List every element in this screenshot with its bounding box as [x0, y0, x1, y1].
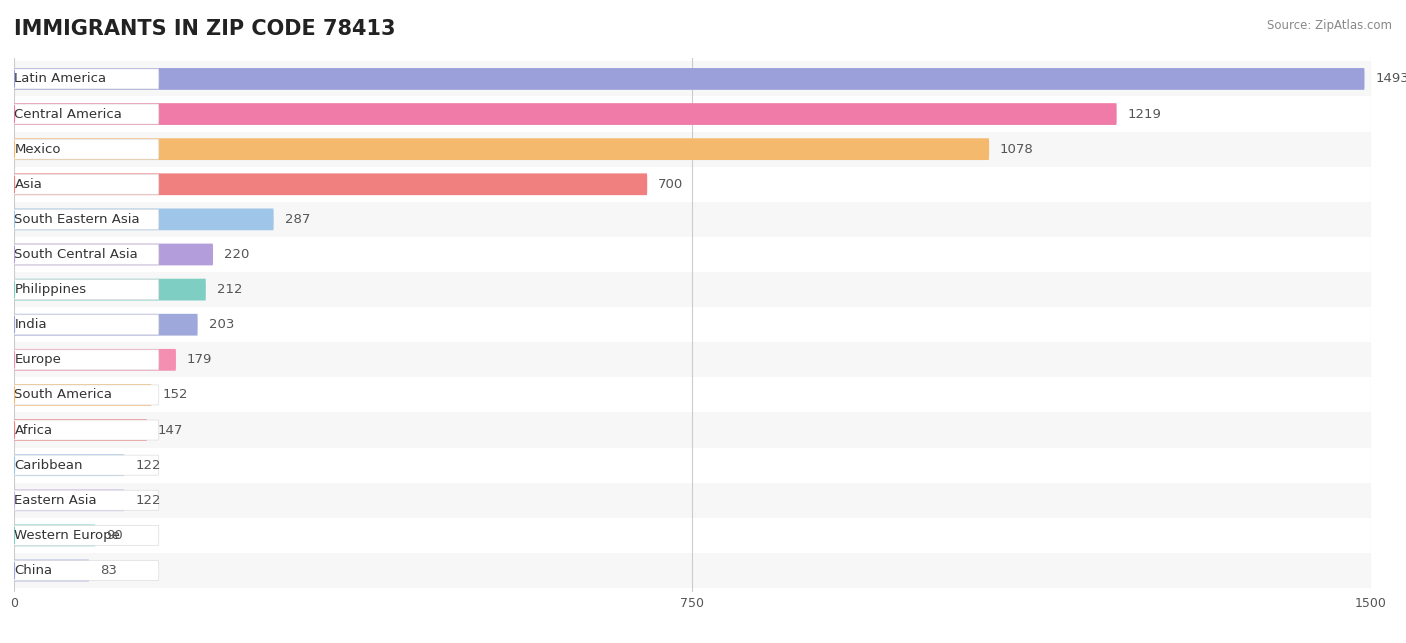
- Text: Europe: Europe: [14, 353, 62, 367]
- Text: Caribbean: Caribbean: [14, 458, 83, 472]
- FancyBboxPatch shape: [14, 455, 159, 475]
- FancyBboxPatch shape: [14, 525, 96, 547]
- FancyBboxPatch shape: [14, 244, 159, 264]
- FancyBboxPatch shape: [14, 103, 1116, 125]
- Text: South Central Asia: South Central Asia: [14, 248, 138, 261]
- FancyBboxPatch shape: [14, 68, 1364, 90]
- FancyBboxPatch shape: [14, 314, 198, 336]
- FancyBboxPatch shape: [14, 104, 159, 124]
- Text: South Eastern Asia: South Eastern Asia: [14, 213, 141, 226]
- FancyBboxPatch shape: [0, 237, 1406, 272]
- Text: Asia: Asia: [14, 177, 42, 191]
- Text: Western Europe: Western Europe: [14, 529, 121, 542]
- Text: 203: 203: [208, 318, 233, 331]
- FancyBboxPatch shape: [14, 69, 159, 89]
- Text: 179: 179: [187, 353, 212, 367]
- FancyBboxPatch shape: [0, 448, 1406, 483]
- Text: Central America: Central America: [14, 107, 122, 120]
- Text: 90: 90: [107, 529, 124, 542]
- Text: Mexico: Mexico: [14, 143, 60, 156]
- FancyBboxPatch shape: [14, 561, 159, 581]
- FancyBboxPatch shape: [14, 525, 159, 545]
- FancyBboxPatch shape: [14, 138, 990, 160]
- Text: IMMIGRANTS IN ZIP CODE 78413: IMMIGRANTS IN ZIP CODE 78413: [14, 19, 395, 39]
- Text: 83: 83: [100, 564, 117, 577]
- FancyBboxPatch shape: [0, 61, 1406, 96]
- FancyBboxPatch shape: [14, 384, 152, 406]
- FancyBboxPatch shape: [14, 454, 124, 476]
- FancyBboxPatch shape: [0, 518, 1406, 553]
- FancyBboxPatch shape: [14, 244, 214, 266]
- FancyBboxPatch shape: [14, 420, 159, 440]
- FancyBboxPatch shape: [0, 272, 1406, 307]
- Text: 212: 212: [217, 283, 242, 296]
- FancyBboxPatch shape: [14, 349, 176, 371]
- FancyBboxPatch shape: [14, 278, 205, 300]
- Text: 122: 122: [135, 458, 160, 472]
- FancyBboxPatch shape: [14, 314, 159, 335]
- Text: China: China: [14, 564, 52, 577]
- FancyBboxPatch shape: [0, 96, 1406, 132]
- Text: 1219: 1219: [1128, 107, 1161, 120]
- FancyBboxPatch shape: [0, 483, 1406, 518]
- Text: India: India: [14, 318, 46, 331]
- Text: 1078: 1078: [1000, 143, 1033, 156]
- Text: 700: 700: [658, 177, 683, 191]
- Text: South America: South America: [14, 388, 112, 401]
- FancyBboxPatch shape: [0, 413, 1406, 448]
- FancyBboxPatch shape: [0, 377, 1406, 413]
- FancyBboxPatch shape: [14, 490, 159, 511]
- Text: Source: ZipAtlas.com: Source: ZipAtlas.com: [1267, 19, 1392, 32]
- FancyBboxPatch shape: [14, 174, 159, 194]
- FancyBboxPatch shape: [0, 202, 1406, 237]
- Text: Eastern Asia: Eastern Asia: [14, 494, 97, 507]
- Text: Philippines: Philippines: [14, 283, 87, 296]
- FancyBboxPatch shape: [14, 280, 159, 300]
- FancyBboxPatch shape: [14, 139, 159, 159]
- FancyBboxPatch shape: [14, 385, 159, 405]
- FancyBboxPatch shape: [14, 419, 148, 441]
- FancyBboxPatch shape: [14, 559, 89, 581]
- FancyBboxPatch shape: [14, 208, 274, 230]
- Text: 152: 152: [163, 388, 188, 401]
- FancyBboxPatch shape: [0, 307, 1406, 342]
- Text: Latin America: Latin America: [14, 73, 107, 86]
- Text: Africa: Africa: [14, 424, 52, 437]
- Text: 147: 147: [157, 424, 183, 437]
- FancyBboxPatch shape: [14, 350, 159, 370]
- FancyBboxPatch shape: [0, 167, 1406, 202]
- FancyBboxPatch shape: [14, 174, 647, 195]
- Text: 220: 220: [224, 248, 249, 261]
- Text: 1493: 1493: [1375, 73, 1406, 86]
- FancyBboxPatch shape: [0, 132, 1406, 167]
- Text: 122: 122: [135, 494, 160, 507]
- FancyBboxPatch shape: [14, 489, 124, 511]
- FancyBboxPatch shape: [0, 342, 1406, 377]
- FancyBboxPatch shape: [14, 210, 159, 230]
- Text: 287: 287: [284, 213, 309, 226]
- FancyBboxPatch shape: [0, 553, 1406, 588]
